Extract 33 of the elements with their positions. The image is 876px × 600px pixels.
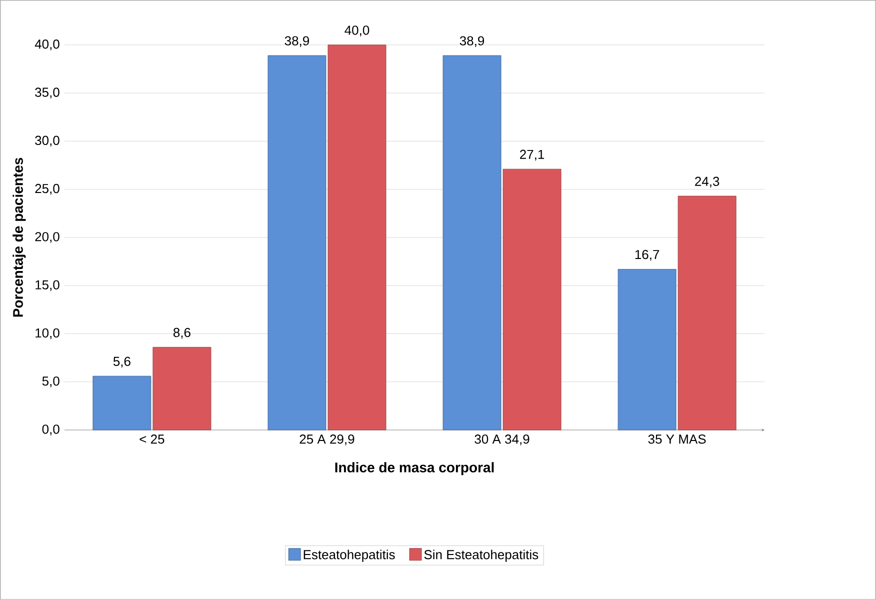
- x-tick-label: 25 A 29,9: [300, 434, 354, 446]
- data-label: 27,1: [520, 150, 544, 161]
- data-label: 38,9: [460, 36, 484, 47]
- bar: [442, 55, 502, 430]
- data-label: 40,0: [344, 26, 370, 36]
- y-axis-title: Porcentaje de pacientes: [12, 158, 26, 317]
- bar: [92, 376, 152, 430]
- data-label: 5,6: [113, 356, 130, 368]
- x-tick-label: 35 Y MAS: [648, 434, 706, 444]
- x-tick-label: < 25: [140, 434, 164, 444]
- bar: [678, 196, 736, 430]
- y-tick-label: 5,0: [42, 376, 60, 388]
- y-tick-label: 10,0: [36, 328, 60, 340]
- y-tick-label: 25,0: [35, 184, 60, 195]
- y-tick-label: 40,0: [34, 40, 60, 50]
- y-tick-label: 30,0: [35, 136, 60, 147]
- x-tick-label: 30 A 34,9: [474, 434, 530, 446]
- data-label: 24,3: [695, 176, 720, 188]
- bar: [618, 269, 676, 430]
- bar: [328, 44, 386, 430]
- data-label: 38,9: [284, 36, 310, 47]
- legend-label: Esteatohepatitis: [304, 550, 395, 562]
- x-axis-title: Indice de masa corporal: [335, 462, 494, 476]
- y-tick-label: 35,0: [35, 88, 60, 98]
- y-tick-label: 0,0: [42, 424, 60, 436]
- y-tick-label: 20,0: [35, 232, 60, 243]
- bar: [502, 168, 562, 430]
- legend-label: Sin Esteatohepatitis: [424, 550, 538, 562]
- bar: [268, 55, 326, 430]
- data-label: 8,6: [173, 328, 190, 339]
- y-tick-label: 15,0: [36, 280, 60, 291]
- bar: [152, 347, 212, 430]
- data-label: 16,7: [635, 250, 660, 261]
